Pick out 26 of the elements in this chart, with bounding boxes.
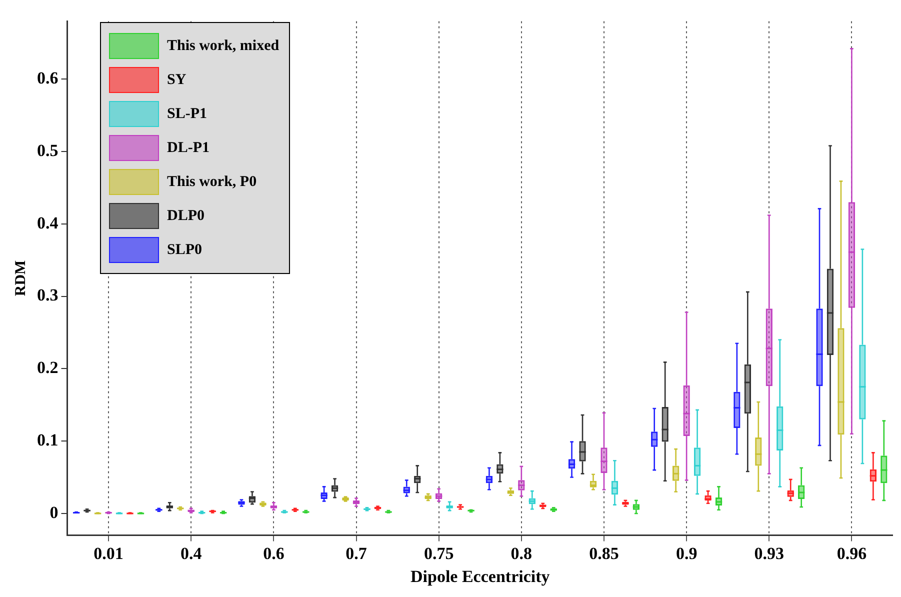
legend-label: DLP0 — [167, 208, 204, 224]
legend-label: SL-P1 — [167, 106, 208, 122]
x-tick-label: 0.01 — [94, 544, 124, 563]
y-axis-title: RDM — [12, 260, 29, 296]
x-tick-label: 0.93 — [754, 544, 784, 563]
y-tick-label: 0.1 — [37, 430, 58, 450]
x-tick-label: 0.4 — [180, 544, 202, 563]
y-tick-label: 0.2 — [37, 358, 58, 378]
x-tick-label: 0.96 — [836, 544, 867, 563]
x-tick-label: 0.75 — [424, 544, 454, 563]
x-tick-label: 0.85 — [589, 544, 619, 563]
legend-label: DL-P1 — [167, 140, 210, 156]
x-tick-label: 0.7 — [346, 544, 368, 563]
y-tick-label: 0.3 — [37, 286, 58, 305]
legend-label: This work, mixed — [167, 38, 280, 54]
legend-label: This work, P0 — [167, 174, 257, 190]
x-tick-label: 0.6 — [263, 544, 284, 563]
x-axis-title: Dipole Eccentricity — [410, 567, 550, 586]
legend-label: SLP0 — [167, 242, 202, 258]
y-tick-label: 0 — [50, 502, 58, 522]
x-tick-label: 0.9 — [676, 544, 698, 563]
legend-label: SY — [167, 72, 186, 88]
y-tick-label: 0.4 — [37, 213, 59, 232]
x-tick-label: 0.8 — [510, 544, 532, 563]
y-tick-label: 0.6 — [37, 68, 58, 88]
y-tick-label: 0.5 — [37, 140, 58, 160]
